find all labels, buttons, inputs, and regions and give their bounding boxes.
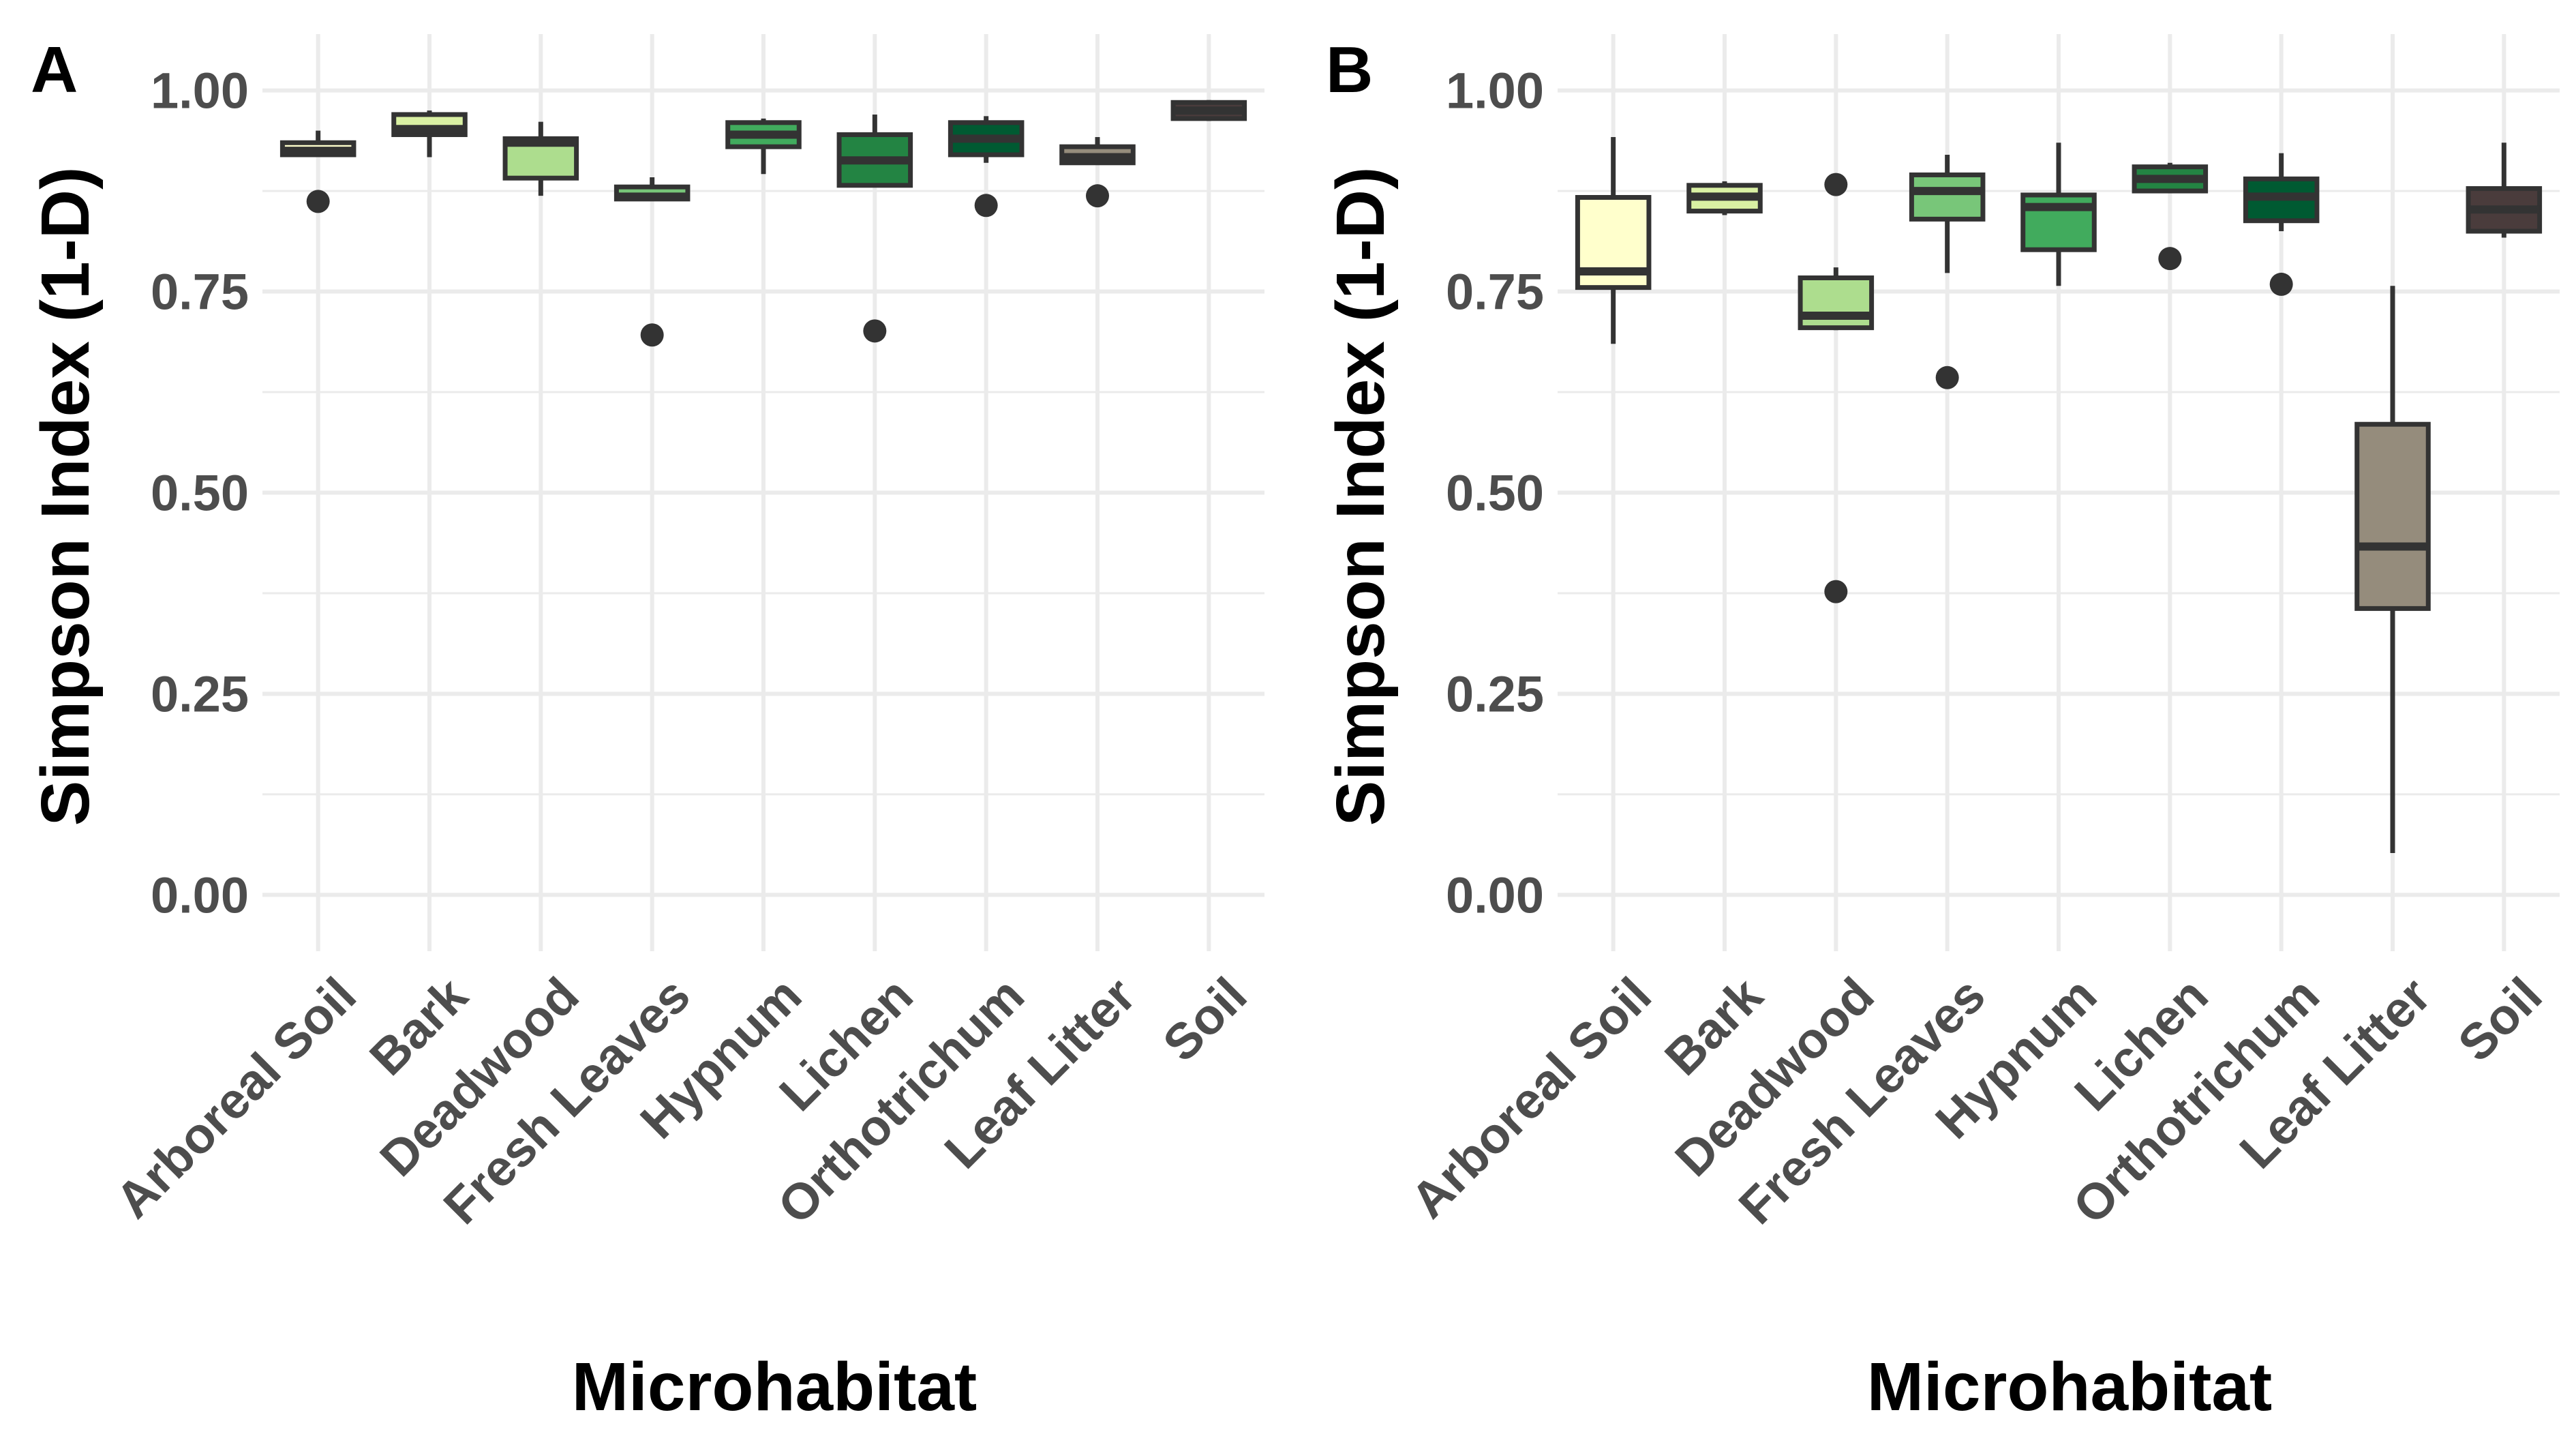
iqr-box xyxy=(1798,275,1875,331)
box-hypnum xyxy=(2020,143,2097,286)
box-orthotrichum xyxy=(948,116,1025,218)
box-lichen xyxy=(836,114,913,343)
box-leaf-litter xyxy=(1059,137,1136,208)
outlier-point xyxy=(1824,173,1848,196)
box-bark xyxy=(391,110,468,158)
outlier-point xyxy=(306,190,330,213)
box-soil xyxy=(2466,143,2543,238)
x-tick-label: Arboreal Soil xyxy=(1400,967,1662,1229)
panel-label: B xyxy=(1326,33,1373,106)
y-tick-label: 1.00 xyxy=(1446,63,1544,119)
y-tick-label: 0.75 xyxy=(1446,264,1544,320)
outlier-point xyxy=(1086,184,1109,208)
x-tick-label: Soil xyxy=(1152,967,1258,1073)
box-leaf-litter xyxy=(2354,286,2431,854)
outlier-point xyxy=(2158,247,2182,271)
box-arboreal-soil xyxy=(279,130,357,213)
panel-label: A xyxy=(31,33,78,106)
outlier-point xyxy=(974,194,998,218)
outlier-point xyxy=(1824,580,1848,603)
box-deadwood xyxy=(502,121,579,196)
y-tick-label: 0.25 xyxy=(151,666,249,722)
y-axis-title: Simpson Index (1-D) xyxy=(1322,167,1399,826)
box-deadwood xyxy=(1798,173,1875,603)
y-tick-label: 0.00 xyxy=(1446,867,1544,923)
panel-b: B Simpson Index (1-D) Microhabitat 0.00 0… xyxy=(1322,33,2560,1425)
box-arboreal-soil xyxy=(1575,137,1652,344)
box-bark xyxy=(1686,181,1763,215)
x-tick-label: Soil xyxy=(2447,967,2553,1073)
x-axis-title: Microhabitat xyxy=(572,1349,977,1425)
y-tick-label: 1.00 xyxy=(151,63,249,119)
outlier-point xyxy=(640,323,664,347)
outlier-point xyxy=(1935,365,1959,389)
y-axis-title: Simpson Index (1-D) xyxy=(27,167,104,826)
y-tick-label: 0.50 xyxy=(1446,465,1544,522)
y-tick-label: 0.00 xyxy=(151,867,249,923)
box-hypnum xyxy=(725,118,802,175)
y-tick-label: 0.50 xyxy=(151,465,249,522)
panel-a: A Simpson Index (1-D) Microhabitat 0.00 0… xyxy=(27,33,1264,1425)
x-tick-label: Arboreal Soil xyxy=(105,967,367,1229)
iqr-box xyxy=(1909,172,1986,222)
box-fresh-leaves xyxy=(1909,154,1986,389)
box-lichen xyxy=(2132,162,2209,271)
box-orthotrichum xyxy=(2243,153,2320,296)
outlier-point xyxy=(2269,272,2293,296)
box-soil xyxy=(1170,100,1247,121)
outlier-point xyxy=(863,319,887,343)
y-tick-label: 0.75 xyxy=(151,264,249,320)
iqr-box xyxy=(2354,421,2431,611)
box-fresh-leaves xyxy=(613,177,691,347)
y-tick-label: 0.25 xyxy=(1446,666,1544,722)
x-axis-title: Microhabitat xyxy=(1867,1349,2272,1425)
